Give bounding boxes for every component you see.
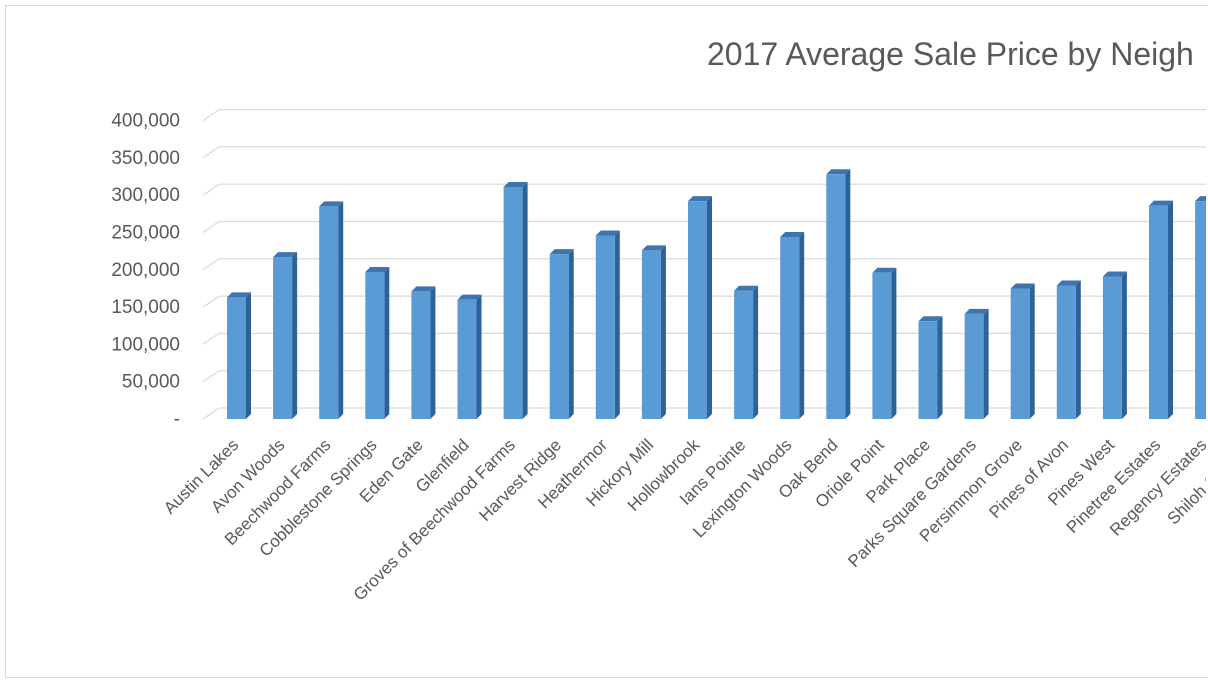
bar-side-face: [430, 286, 435, 419]
chart-clip-area: 2017 Average Sale Price by Neigh - 50,000…: [6, 6, 1206, 683]
bar-side-face: [477, 295, 482, 419]
bar-side-face: [707, 196, 712, 419]
bar: [1103, 272, 1127, 419]
bar-side-face: [1030, 283, 1035, 419]
bar: [1057, 280, 1081, 419]
bar-front-face: [319, 206, 338, 419]
gridline-depth: [203, 371, 219, 382]
y-tick-label: 350,000: [111, 148, 180, 169]
bar-front-face: [1011, 288, 1030, 419]
bar-top-face: [1195, 196, 1206, 201]
bar-front-face: [458, 300, 477, 419]
bar: [273, 252, 297, 419]
bar-front-face: [919, 321, 938, 419]
chart-frame: 2017 Average Sale Price by Neigh - 50,000…: [5, 5, 1208, 678]
y-tick-label: 50,000: [122, 372, 180, 393]
gridline-depth: [203, 333, 219, 344]
bar-front-face: [688, 201, 707, 419]
bar-front-face: [965, 314, 984, 419]
bar: [458, 295, 482, 419]
bar-front-face: [504, 187, 523, 419]
gridline-depth: [203, 408, 219, 419]
bar: [780, 232, 804, 419]
y-tick-label: 100,000: [111, 334, 180, 355]
bar-side-face: [938, 316, 943, 419]
bar-side-face: [1076, 280, 1081, 419]
gridline-depth: [203, 259, 219, 270]
bar: [826, 169, 850, 419]
bar: [411, 286, 435, 419]
bar-side-face: [845, 169, 850, 419]
bar-side-face: [891, 268, 896, 419]
bar: [919, 316, 943, 419]
bar-front-face: [365, 272, 384, 419]
y-tick-label: 150,000: [111, 297, 180, 318]
bar-side-face: [523, 182, 528, 419]
bar-side-face: [1168, 201, 1173, 419]
bar-side-face: [984, 309, 989, 419]
bar-front-face: [273, 257, 292, 419]
bar-front-face: [596, 235, 615, 419]
bar: [319, 201, 343, 419]
bar: [1195, 196, 1206, 419]
bar: [1149, 201, 1173, 419]
bar-front-face: [826, 174, 845, 419]
bar-side-face: [615, 230, 620, 419]
gridline-depth: [203, 222, 219, 233]
bar-side-face: [246, 292, 251, 419]
bar-front-face: [734, 291, 753, 419]
bar-front-face: [227, 297, 246, 419]
y-tick-label: 200,000: [111, 260, 180, 281]
bar-side-face: [1122, 272, 1127, 419]
y-axis: - 50,000 100,000 150,000 200,000 250,000 300,0…: [111, 111, 180, 430]
bar-side-face: [661, 245, 666, 419]
bar: [504, 182, 528, 419]
bar: [734, 286, 758, 419]
bar-side-face: [753, 286, 758, 419]
bar-front-face: [1103, 277, 1122, 419]
gridline-depth: [203, 110, 219, 121]
gridline-depth: [203, 147, 219, 158]
bar-side-face: [569, 249, 574, 419]
bar-front-face: [1057, 285, 1076, 419]
bar: [642, 245, 666, 419]
bar-chart: - 50,000 100,000 150,000 200,000 250,000 300,0…: [6, 6, 1206, 683]
bar-side-face: [799, 232, 804, 419]
bar-front-face: [411, 291, 430, 419]
bar-front-face: [1149, 206, 1168, 419]
bar-front-face: [642, 250, 661, 419]
y-tick-label: -: [174, 409, 180, 430]
y-tick-label: 300,000: [111, 185, 180, 206]
bar-front-face: [1195, 201, 1206, 419]
bar: [550, 249, 574, 419]
bar-front-face: [780, 237, 799, 419]
bar-side-face: [384, 267, 389, 419]
y-tick-label: 400,000: [111, 111, 180, 132]
gridline-depth: [203, 184, 219, 195]
bar: [227, 292, 251, 419]
gridline-depth: [203, 296, 219, 307]
bars: [227, 169, 1206, 419]
bar: [965, 309, 989, 419]
bar: [872, 268, 896, 419]
y-tick-label: 250,000: [111, 223, 180, 244]
bar: [688, 196, 712, 419]
bar-front-face: [550, 254, 569, 419]
bar: [365, 267, 389, 419]
bar: [1011, 283, 1035, 419]
bar-front-face: [872, 273, 891, 419]
bar-side-face: [292, 252, 297, 419]
bar-side-face: [338, 201, 343, 419]
bar: [596, 230, 620, 419]
